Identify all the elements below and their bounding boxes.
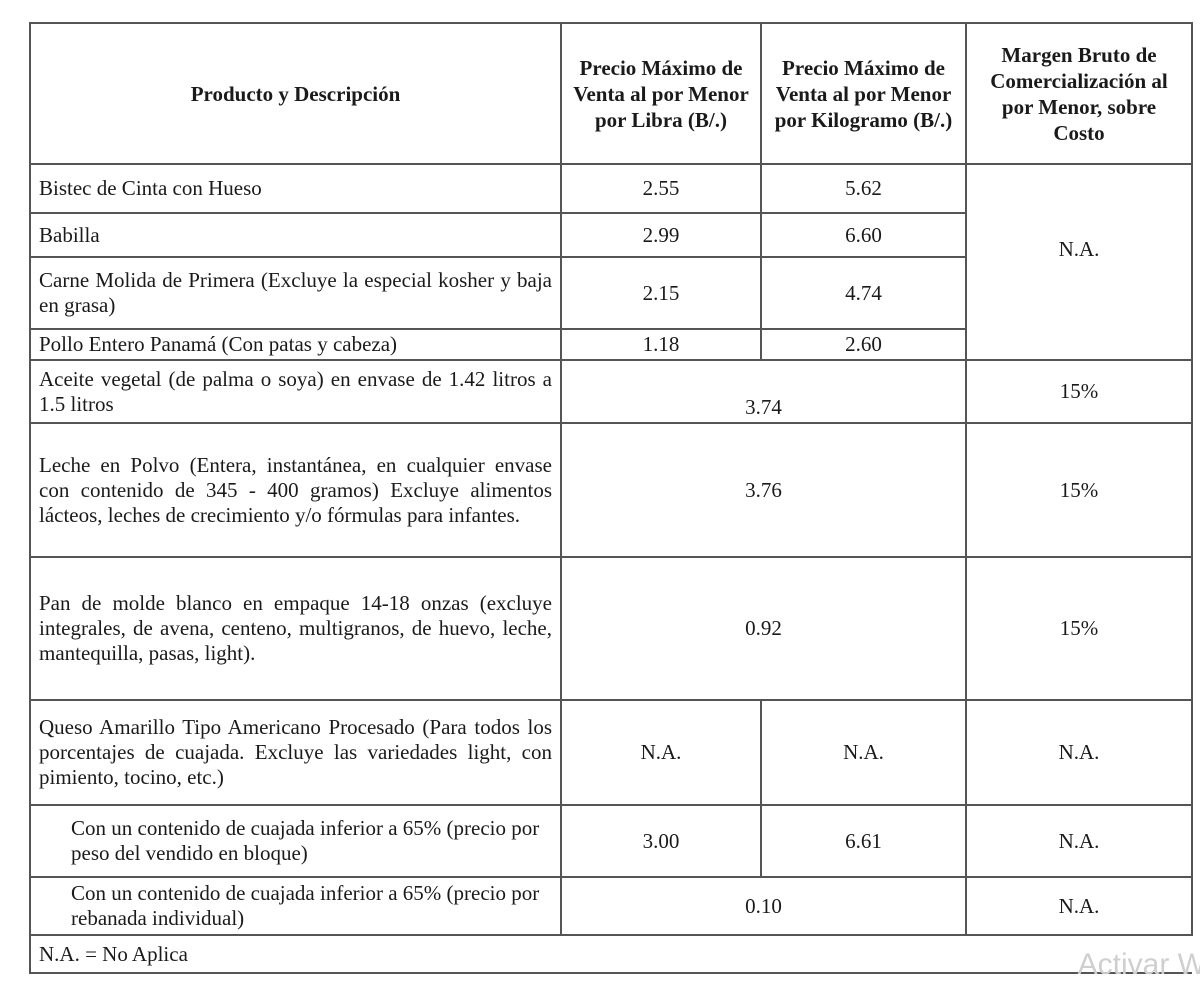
table-row: Pan de molde blanco en empaque 14-18 onz… [29, 556, 1193, 701]
price-kg-cell: 6.61 [760, 804, 967, 878]
table-row: Leche en Polvo (Entera, instantánea, en … [29, 422, 1193, 558]
margin-cell: N.A. [965, 876, 1193, 936]
table-row: Queso Amarillo Tipo Americano Procesado … [29, 699, 1193, 806]
price-cell: 3.76 [560, 422, 967, 558]
table-row: Con un contenido de cuajada inferior a 6… [29, 804, 1193, 878]
table-row: Aceite vegetal (de palma o soya) en enva… [29, 359, 1193, 424]
product-cell: Pan de molde blanco en empaque 14-18 onz… [29, 556, 562, 701]
note-row: N.A. = No Aplica [29, 934, 1192, 974]
price-cell: 0.92 [560, 556, 967, 701]
price-lb-cell: 3.00 [560, 804, 762, 878]
margin-cell: 15% [965, 422, 1193, 558]
product-cell: Queso Amarillo Tipo Americano Procesado … [29, 699, 562, 806]
product-cell: Carne Molida de Primera (Excluye la espe… [29, 256, 562, 330]
price-cell: 3.74 [560, 359, 967, 424]
footnote: N.A. = No Aplica [29, 934, 1192, 974]
product-cell: Con un contenido de cuajada inferior a 6… [29, 804, 562, 878]
margin-cell: N.A. [965, 699, 1193, 806]
header-row: Producto y Descripción Precio Máximo de … [29, 22, 1193, 165]
header-price-lb: Precio Máximo de Venta al por Menor por … [560, 22, 762, 165]
price-lb-cell: 2.15 [560, 256, 762, 330]
margin-cell: N.A. [965, 163, 1193, 361]
header-price-kg: Precio Máximo de Venta al por Menor por … [760, 22, 967, 165]
table-row: Bistec de Cinta con Hueso 2.55 5.62 N.A. [29, 163, 1193, 361]
price-kg-cell: 2.60 [760, 328, 967, 361]
price-lb-cell: 1.18 [560, 328, 762, 361]
price-lb-cell: N.A. [560, 699, 762, 806]
watermark: Activar W [1077, 948, 1200, 981]
price-cell: 0.10 [560, 876, 967, 936]
price-kg-cell: N.A. [760, 699, 967, 806]
product-cell: Babilla [29, 212, 562, 258]
price-lb-cell: 2.55 [560, 163, 762, 214]
table-row: Babilla 2.99 6.60 [29, 212, 1192, 258]
product-cell: Aceite vegetal (de palma o soya) en enva… [29, 359, 562, 424]
header-product: Producto y Descripción [29, 22, 562, 165]
price-kg-cell: 6.60 [760, 212, 967, 258]
price-lb-cell: 2.99 [560, 212, 762, 258]
price-table: Producto y Descripción Precio Máximo de … [29, 22, 1193, 974]
table-row: Con un contenido de cuajada inferior a 6… [29, 876, 1193, 936]
margin-cell: N.A. [965, 804, 1193, 878]
margin-cell: 15% [965, 556, 1193, 701]
product-cell: Bistec de Cinta con Hueso [29, 163, 562, 214]
product-cell: Leche en Polvo (Entera, instantánea, en … [29, 422, 562, 558]
product-cell: Pollo Entero Panamá (Con patas y cabeza) [29, 328, 562, 361]
header-margin: Margen Bruto de Comercialización al por … [965, 22, 1193, 165]
product-cell: Con un contenido de cuajada inferior a 6… [29, 876, 562, 936]
table-row: Pollo Entero Panamá (Con patas y cabeza)… [29, 328, 1192, 361]
price-kg-cell: 5.62 [760, 163, 967, 214]
table-row: Carne Molida de Primera (Excluye la espe… [29, 256, 1192, 330]
margin-cell: 15% [965, 359, 1193, 424]
price-kg-cell: 4.74 [760, 256, 967, 330]
